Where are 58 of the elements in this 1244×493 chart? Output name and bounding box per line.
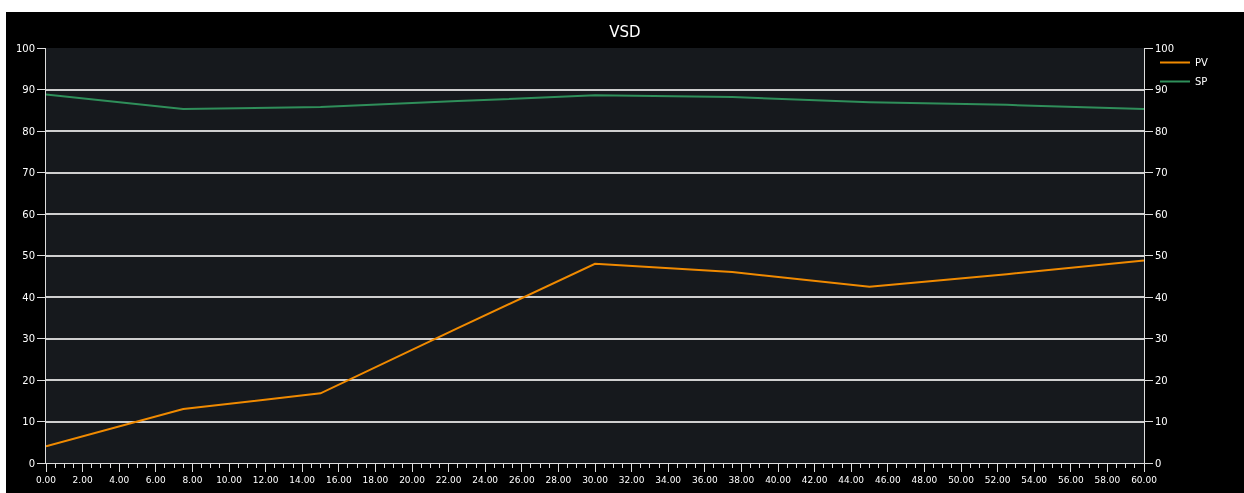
x-tick-label: 48.00 [911,474,938,485]
x-tick-label: 16.00 [325,474,352,485]
y2-tick-label: 60 [1155,208,1168,220]
x-tick-label: 30.00 [582,474,609,485]
y2-tick-label: 30 [1155,333,1168,344]
x-tick-label: 58.00 [1094,474,1121,485]
y2-tick-label: 20 [1155,374,1168,386]
y2-tick-label: 50 [1155,250,1168,261]
x-tick-label: 20.00 [399,474,426,485]
y-tick-label: 70 [22,167,35,178]
y2-tick-label: 70 [1155,167,1168,178]
x-tick-label: 4.00 [109,474,130,485]
y2-tick-label: 0 [1155,457,1162,469]
y-tick-label: 40 [22,291,35,303]
x-tick-label: 54.00 [1021,474,1048,485]
x-tick-label: 34.00 [655,474,682,485]
x-tick-label: 52.00 [984,474,1011,485]
x-tick-label: 6.00 [145,474,167,485]
line-series [46,259,1144,448]
x-tick-label: 8.00 [182,474,203,485]
x-tick-label: 28.00 [545,474,572,485]
x-tick-label: 42.00 [801,474,828,485]
y2-tick-label: 100 [1155,42,1175,54]
x-tick-label: 22.00 [435,474,462,485]
y-tick-label: 20 [22,374,35,386]
y-tick-label: 30 [22,333,35,344]
y-tick-label: 0 [28,457,35,469]
y2-tick-label: 40 [1155,291,1168,303]
x-tick-label: 36.00 [691,474,718,485]
x-tick-label: 12.00 [252,474,279,485]
x-tick-label: 26.00 [508,474,535,485]
y-tick-label: 100 [15,42,35,54]
x-tick-label: 10.00 [216,474,243,485]
x-tick-label: 38.00 [728,474,755,485]
y-tick-label: 50 [22,250,35,261]
x-tick-label: 24.00 [472,474,499,485]
x-tick-label: 44.00 [838,474,865,485]
chart-title: VSD [609,22,641,41]
y-tick-label: 80 [22,125,35,137]
legend-label: PV [1194,57,1209,69]
x-tick-label: 50.00 [948,474,975,485]
y2-tick-label: 10 [1155,416,1168,427]
x-tick-label: 46.00 [874,474,901,485]
x-tick-label: 2.00 [72,474,93,485]
x-tick-label: 40.00 [765,474,792,485]
x-tick-label: 32.00 [618,474,645,485]
legend-label: SP [1194,76,1208,88]
y-tick-label: 60 [22,208,35,220]
line-series [46,93,1144,111]
x-tick-label: 14.00 [289,474,316,485]
y-tick-label: 90 [22,84,35,95]
y2-tick-label: 80 [1155,125,1168,137]
x-tick-label: 0.00 [35,474,57,485]
y2-tick-label: 90 [1155,84,1168,95]
x-tick-label: 56.00 [1057,474,1084,485]
x-tick-label: 60.00 [1131,474,1158,485]
y-tick-label: 10 [22,416,35,427]
x-tick-label: 18.00 [362,474,389,485]
